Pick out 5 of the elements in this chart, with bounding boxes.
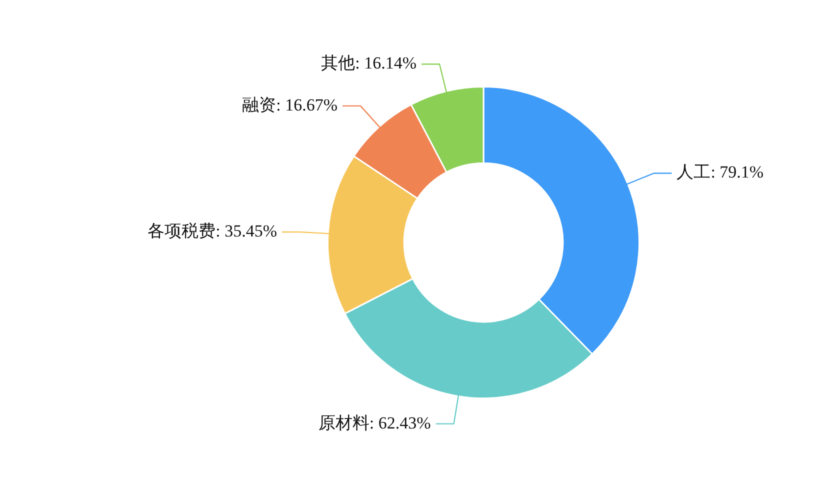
slice-label: 人工: 79.1%	[676, 162, 764, 182]
slice-label: 各项税费: 35.45%	[148, 221, 278, 240]
slice-label: 原材料: 62.43%	[318, 413, 431, 432]
slice-label: 融资: 16.67%	[242, 95, 338, 114]
slice-label: 其他: 16.14%	[321, 54, 417, 73]
